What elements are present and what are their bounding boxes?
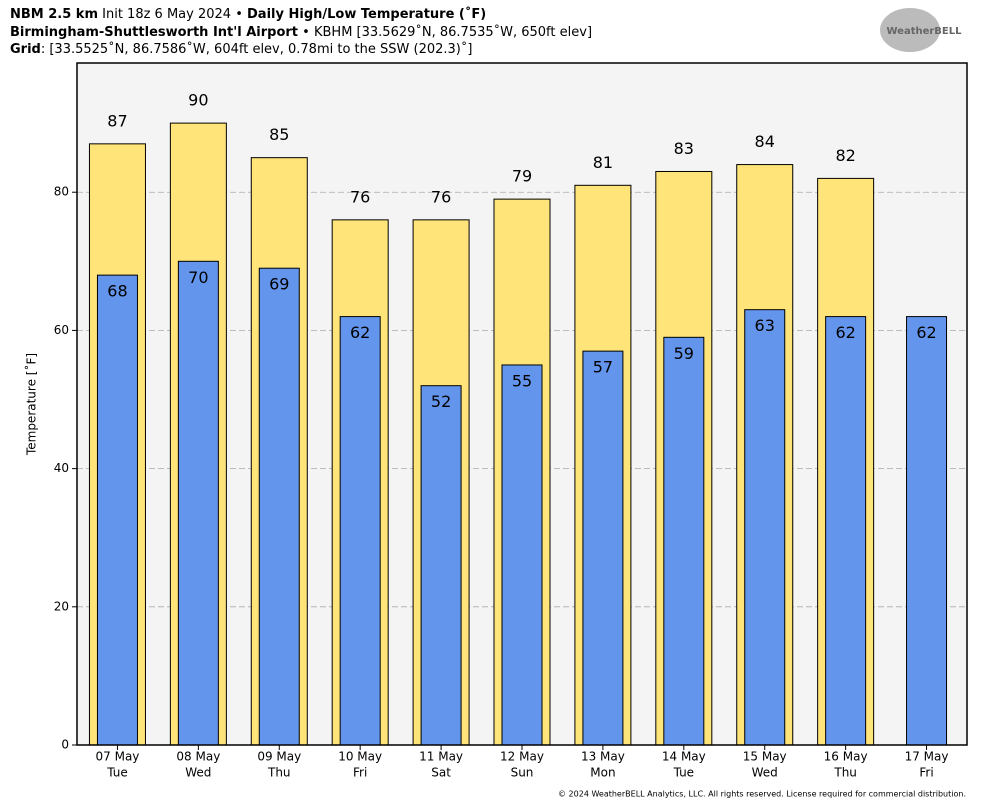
title-line: Birmingham-Shuttlesworth Int'l Airport •… (10, 24, 592, 40)
bar (582, 350, 624, 746)
data-label: 68 (107, 282, 127, 301)
data-label: 85 (269, 125, 289, 144)
title-part: Birmingham-Shuttlesworth Int'l Airport (10, 25, 298, 40)
x-tick-label: 17 May (905, 750, 949, 764)
x-tick-label: 10 May (338, 750, 382, 764)
title-line: NBM 2.5 km Init 18z 6 May 2024 • Daily H… (10, 6, 486, 22)
title-part: KBHM [33.5629˚N, 86.7535˚W, 650ft elev] (314, 24, 592, 40)
title-part: : [33.5525˚N, 86.7586˚W, 604ft elev, 0.7… (41, 41, 473, 57)
y-tick-label: 40 (54, 461, 69, 475)
x-tick-label: 12 May (500, 750, 544, 764)
x-tick-weekday: Sat (431, 766, 451, 780)
title-part: • (235, 7, 243, 22)
data-label: 81 (593, 153, 613, 172)
y-axis-label: Temperature [˚F] (24, 353, 39, 456)
x-tick-weekday: Thu (833, 766, 857, 780)
x-tick-weekday: Wed (752, 766, 778, 780)
data-label: 63 (755, 316, 775, 335)
title-part: Init 18z 6 May 2024 (102, 7, 231, 22)
x-tick-weekday: Mon (590, 766, 615, 780)
data-label: 62 (350, 323, 370, 342)
x-tick-label: 13 May (581, 750, 625, 764)
footer: © 2024 WeatherBELL Analytics, LLC. All r… (558, 790, 966, 799)
title-part: Grid (10, 42, 41, 57)
x-tick-label: 15 May (743, 750, 787, 764)
data-label: 62 (835, 323, 855, 342)
logo-mark (880, 8, 940, 52)
data-label: 52 (431, 392, 451, 411)
data-label: 70 (188, 268, 208, 287)
x-tick-label: 07 May (96, 750, 140, 764)
bar (258, 267, 300, 746)
data-label: 76 (431, 187, 451, 206)
data-label: 55 (512, 371, 532, 390)
x-tick-weekday: Thu (267, 766, 291, 780)
bar (501, 364, 543, 746)
x-tick-label: 09 May (257, 750, 301, 764)
bar (177, 260, 219, 746)
x-tick-weekday: Wed (185, 766, 211, 780)
x-tick-weekday: Fri (353, 766, 367, 780)
x-tick-weekday: Tue (673, 766, 695, 780)
x-tick-weekday: Tue (106, 766, 128, 780)
y-tick-label: 0 (61, 738, 69, 752)
x-tick-label: 14 May (662, 750, 706, 764)
data-label: 87 (107, 111, 127, 130)
logo: WeatherBELL (886, 26, 962, 37)
bar (339, 316, 381, 746)
data-label: 59 (674, 344, 694, 363)
data-label: 79 (512, 167, 532, 186)
data-label: 57 (593, 358, 613, 377)
data-label: 84 (755, 132, 775, 151)
y-tick-label: 60 (54, 323, 69, 337)
data-label: 69 (269, 275, 289, 294)
bar (96, 274, 138, 746)
x-tick-weekday: Fri (919, 766, 933, 780)
data-label: 83 (674, 139, 694, 158)
title-part: • (302, 25, 310, 40)
x-tick-weekday: Sun (511, 766, 534, 780)
bar (906, 316, 948, 746)
bar (663, 336, 705, 746)
y-tick-label: 80 (54, 185, 69, 199)
y-tick-label: 20 (54, 599, 69, 613)
bar (420, 385, 462, 746)
title-part: Daily High/Low Temperature (˚F) (247, 6, 486, 22)
data-label: 62 (916, 323, 936, 342)
x-tick-label: 08 May (176, 750, 220, 764)
bar (744, 309, 786, 746)
data-label: 90 (188, 91, 208, 110)
title-part: NBM 2.5 km (10, 7, 98, 22)
title-line: Grid: [33.5525˚N, 86.7586˚W, 604ft elev,… (10, 41, 472, 57)
bar (825, 316, 867, 746)
data-label: 76 (350, 187, 370, 206)
data-label: 82 (835, 146, 855, 165)
x-tick-label: 16 May (824, 750, 868, 764)
x-tick-label: 11 May (419, 750, 463, 764)
